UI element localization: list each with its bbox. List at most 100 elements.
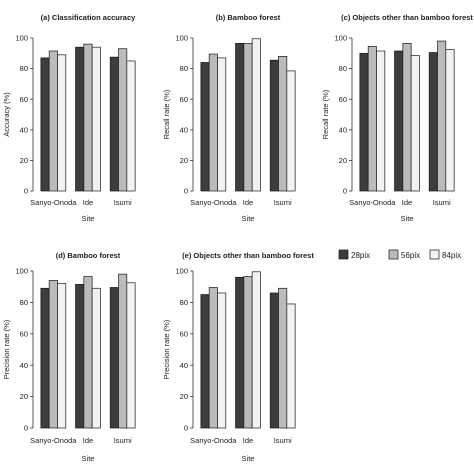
chart-panel-e: (e) Objects other than bamboo forest 0 20 4… — [162, 251, 314, 463]
x-tick-label: Ide — [83, 198, 93, 207]
y-tick-label: 20 — [20, 392, 28, 401]
bar-56pix-isumi — [437, 40, 447, 192]
bar-56pix-ide — [243, 276, 253, 429]
bar-28pix-isumi — [269, 292, 279, 429]
bar-28pix-ide — [75, 46, 85, 192]
bar-56pix-isumi — [278, 287, 288, 429]
bar-56pix-sanyo-onoda — [48, 280, 58, 429]
x-tick-label: Ide — [243, 436, 253, 445]
x-tick-label: Sanyo-Onoda — [30, 436, 77, 445]
chart-panel-b: (b) Bamboo forest 0 20 40 60 80 100 Recall rate… — [162, 13, 296, 223]
bar-84pix-ide — [251, 271, 261, 429]
bar-28pix-isumi — [109, 287, 119, 429]
bar-28pix-ide — [75, 283, 85, 429]
x-tick-label: Isumi — [433, 198, 451, 207]
y-axis-label: Precision rate (%) — [162, 319, 171, 379]
bar-84pix-ide — [91, 46, 101, 192]
x-tick-label: Sanyo-Onoda — [349, 198, 396, 207]
bar-28pix-sanyo-onoda — [200, 62, 210, 192]
chart-title: (d) Bamboo forest — [56, 251, 121, 260]
y-tick-label: 40 — [180, 361, 188, 370]
y-tick-label: 40 — [339, 125, 347, 134]
bar-56pix-ide — [402, 43, 412, 192]
bar-84pix-ide — [91, 287, 101, 429]
bar-56pix-sanyo-onoda — [48, 50, 58, 192]
x-axis-label: Site — [82, 454, 95, 463]
bar-56pix-sanyo-onoda — [208, 287, 218, 429]
bar-56pix-ide — [83, 43, 93, 192]
legend-swatch-28pix — [338, 249, 349, 260]
bar-28pix-ide — [235, 276, 245, 429]
y-tick-label: 0 — [184, 424, 188, 433]
x-tick-label: Isumi — [114, 198, 132, 207]
y-tick-label: 80 — [20, 64, 28, 73]
bar-84pix-ide — [410, 55, 420, 192]
y-tick-label: 0 — [343, 187, 347, 196]
y-axis-label: Recall rate (%) — [162, 89, 171, 139]
bar-56pix-sanyo-onoda — [208, 53, 218, 192]
y-axis-label: Recall rate (%) — [321, 89, 330, 139]
x-tick-label: Isumi — [114, 436, 132, 445]
y-tick-label: 60 — [20, 329, 28, 338]
y-tick-label: 80 — [180, 64, 188, 73]
y-tick-label: 0 — [184, 187, 188, 196]
legend-label-28pix: 28pix — [351, 251, 370, 260]
bar-84pix-sanyo-onoda — [57, 283, 67, 429]
y-tick-label: 20 — [180, 156, 188, 165]
y-tick-label: 0 — [24, 424, 28, 433]
y-tick-label: 80 — [180, 298, 188, 307]
y-tick-label: 40 — [20, 125, 28, 134]
bar-28pix-ide — [235, 43, 245, 192]
chart-panel-a: (a) Classification accuracy 0 20 40 60 80 100 A… — [2, 13, 136, 223]
bar-84pix-isumi — [286, 303, 296, 429]
chart-title: (b) Bamboo forest — [216, 13, 281, 22]
bar-56pix-isumi — [278, 56, 288, 192]
y-tick-label: 20 — [20, 156, 28, 165]
y-tick-label: 20 — [180, 392, 188, 401]
y-tick-label: 100 — [334, 34, 347, 43]
bar-28pix-sanyo-onoda — [359, 52, 369, 192]
y-tick-label: 20 — [339, 156, 347, 165]
bar-84pix-sanyo-onoda — [57, 54, 67, 192]
bar-28pix-ide — [394, 50, 404, 192]
y-tick-label: 60 — [180, 95, 188, 104]
bar-56pix-ide — [83, 276, 93, 429]
x-axis-label: Site — [242, 214, 255, 223]
bar-28pix-isumi — [269, 59, 279, 192]
x-axis-label: Site — [82, 214, 95, 223]
bar-84pix-isumi — [126, 60, 136, 192]
bar-28pix-sanyo-onoda — [200, 294, 210, 429]
bar-28pix-sanyo-onoda — [40, 57, 50, 192]
legend-label-84pix: 84pix — [442, 251, 461, 260]
y-tick-label: 60 — [180, 329, 188, 338]
x-axis-label: Site — [401, 214, 414, 223]
y-tick-label: 100 — [15, 34, 28, 43]
bar-28pix-sanyo-onoda — [40, 287, 50, 429]
bar-84pix-sanyo-onoda — [376, 50, 386, 192]
x-tick-label: Isumi — [274, 436, 292, 445]
y-axis-label: Accuracy (%) — [2, 92, 11, 137]
x-tick-label: Isumi — [274, 198, 292, 207]
chart-panel-c: (c) Objects other than bamboo forest 0 20 4… — [321, 13, 473, 223]
x-tick-label: Ide — [243, 198, 253, 207]
chart-panel-d: (d) Bamboo forest 0 20 40 60 80 100 Precision r… — [2, 251, 136, 463]
bar-84pix-isumi — [445, 49, 455, 192]
y-tick-label: 0 — [24, 187, 28, 196]
y-tick-label: 40 — [180, 125, 188, 134]
legend: 28pix 56pix 84pix — [338, 249, 461, 260]
y-tick-label: 60 — [339, 95, 347, 104]
legend-swatch-84pix — [429, 249, 440, 260]
bar-28pix-isumi — [109, 56, 119, 192]
x-tick-label: Ide — [402, 198, 412, 207]
y-tick-label: 40 — [20, 361, 28, 370]
bar-56pix-isumi — [118, 273, 128, 429]
bar-84pix-isumi — [126, 282, 136, 429]
y-tick-label: 100 — [15, 267, 28, 276]
y-tick-label: 100 — [175, 267, 188, 276]
chart-title: (a) Classification accuracy — [41, 13, 136, 22]
bar-56pix-sanyo-onoda — [367, 46, 377, 192]
x-tick-label: Ide — [83, 436, 93, 445]
bar-56pix-ide — [243, 43, 253, 192]
x-tick-label: Sanyo-Onoda — [30, 198, 77, 207]
